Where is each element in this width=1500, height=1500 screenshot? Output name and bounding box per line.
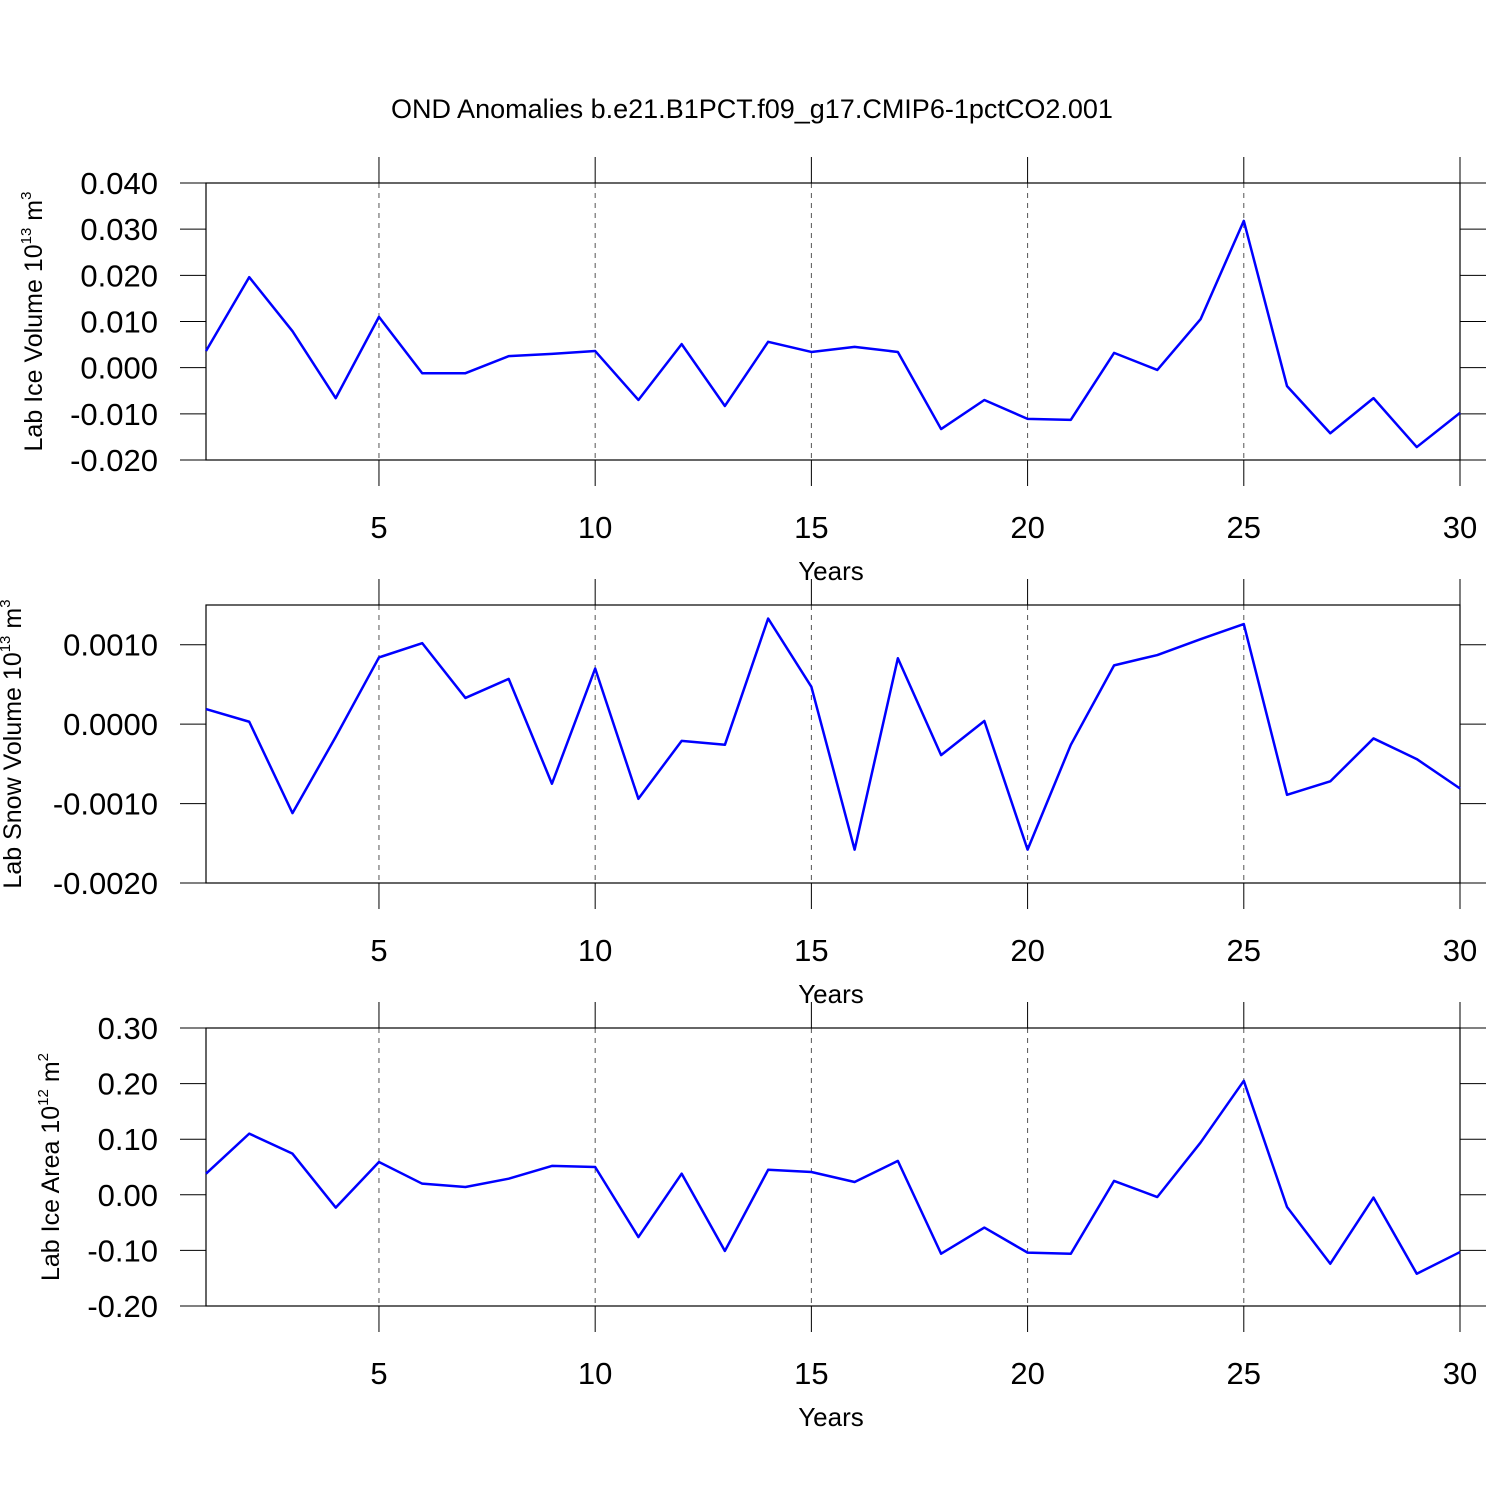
y-axis-label-exponent: 13	[0, 636, 14, 653]
data-line	[205, 1079, 1461, 1275]
y-tick-label: 0.000	[80, 351, 158, 386]
plot-frame	[205, 182, 1461, 461]
y-axis-label-exponent: 12	[35, 1089, 52, 1106]
y-tick-label: -0.0010	[53, 787, 158, 822]
x-tick-label: 25	[1227, 933, 1261, 968]
y-axis-label-exponent: 13	[18, 228, 35, 245]
y-tick-label: 0.30	[98, 1011, 158, 1046]
y-axis-label: Lab Ice Volume 1013 m3	[18, 192, 48, 452]
x-tick-label: 20	[1010, 510, 1044, 545]
x-tick-label: 15	[794, 1356, 828, 1391]
y-axis-label: Lab Snow Volume 1013 m3	[0, 599, 27, 888]
x-tick-label: 25	[1227, 1356, 1261, 1391]
y-axis-label-part: Lab Ice Area 10	[37, 1106, 65, 1281]
y-tick-label: 0.00	[98, 1178, 158, 1213]
x-tick-label: 30	[1443, 1356, 1477, 1391]
x-tick-label: 20	[1010, 1356, 1044, 1391]
y-tick-label: -0.10	[87, 1233, 158, 1268]
y-axis-label-part: Lab Snow Volume 10	[0, 652, 27, 888]
y-tick-label: 0.020	[80, 258, 158, 293]
x-axis-label: Years	[798, 1402, 864, 1432]
y-tick-label: 0.10	[98, 1122, 158, 1157]
x-tick-label: 10	[578, 510, 612, 545]
y-tick-label: -0.010	[70, 397, 158, 432]
y-axis-label-exponent: 2	[35, 1053, 52, 1061]
y-axis-label: Lab Ice Area 1012 m2	[35, 1053, 65, 1281]
y-axis-label-exponent: 3	[0, 599, 14, 607]
y-axis-label-part: m	[37, 1061, 65, 1082]
x-tick-label: 10	[578, 1356, 612, 1391]
figure-title: OND Anomalies b.e21.B1PCT.f09_g17.CMIP6-…	[391, 94, 1113, 124]
y-tick-label: 0.0010	[63, 628, 158, 663]
y-tick-label: -0.0020	[53, 866, 158, 901]
y-tick-label: -0.20	[87, 1289, 158, 1324]
y-tick-label: -0.020	[70, 443, 158, 478]
plot-frame	[205, 604, 1461, 884]
y-tick-label: 0.0000	[63, 707, 158, 742]
x-tick-label: 15	[794, 510, 828, 545]
x-tick-label: 30	[1443, 510, 1477, 545]
y-axis-label-part: Lab Ice Volume 10	[20, 244, 48, 451]
x-axis-label: Years	[798, 979, 864, 1009]
y-axis-label-part: m	[0, 608, 27, 629]
x-tick-label: 20	[1010, 933, 1044, 968]
data-line	[204, 219, 1461, 449]
x-axis-label: Years	[798, 556, 864, 586]
y-axis-label-exponent: 3	[18, 192, 35, 200]
x-tick-label: 25	[1227, 510, 1261, 545]
x-tick-label: 15	[794, 933, 828, 968]
x-tick-label: 5	[370, 1356, 387, 1391]
y-tick-label: 0.040	[80, 166, 158, 201]
x-tick-label: 5	[370, 510, 387, 545]
x-tick-label: 10	[578, 933, 612, 968]
y-tick-label: 0.010	[80, 305, 158, 340]
y-axis-label-part: m	[20, 200, 48, 221]
y-tick-label: 0.030	[80, 212, 158, 247]
y-tick-label: 0.20	[98, 1067, 158, 1102]
x-tick-label: 5	[370, 933, 387, 968]
plot-frame	[205, 1027, 1461, 1307]
x-tick-label: 30	[1443, 933, 1477, 968]
data-line	[205, 617, 1461, 851]
